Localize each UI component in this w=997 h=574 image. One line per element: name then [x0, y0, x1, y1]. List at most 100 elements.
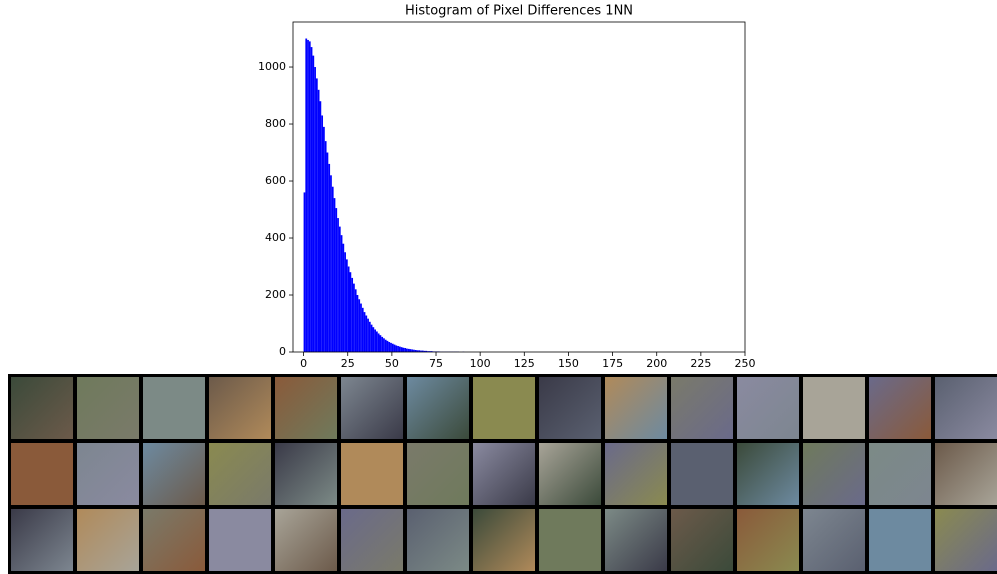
bar: [307, 39, 309, 352]
thumbnail: [341, 443, 403, 505]
x-tick-label: 225: [690, 357, 711, 370]
x-tick-label: 250: [735, 357, 756, 370]
bar: [353, 283, 355, 352]
y-tick-label: 400: [265, 231, 286, 244]
bar: [427, 351, 429, 352]
bar: [337, 218, 339, 352]
bar: [354, 289, 357, 352]
x-tick-label: 0: [300, 357, 307, 370]
thumbnail: [77, 377, 139, 439]
x-tick-label: 25: [341, 357, 355, 370]
x-tick-label: 50: [385, 357, 399, 370]
bar: [351, 277, 354, 352]
bar: [349, 272, 352, 352]
thumbnail: [671, 377, 733, 439]
bar: [397, 346, 399, 352]
bar: [315, 78, 318, 353]
bar: [330, 175, 332, 352]
bar: [400, 347, 403, 352]
bar: [407, 348, 410, 352]
y-tick-label: 1000: [258, 60, 286, 73]
thumbnail: [407, 377, 469, 439]
bar: [393, 344, 396, 352]
y-tick-label: 0: [279, 345, 286, 358]
thumbnail: [77, 443, 139, 505]
thumbnail: [671, 443, 733, 505]
thumbnail: [11, 443, 73, 505]
thumbnail: [341, 509, 403, 571]
bar: [361, 307, 364, 352]
bar: [358, 299, 361, 352]
thumbnail: [473, 509, 535, 571]
chart-title: Histogram of Pixel Differences 1NN: [405, 4, 633, 19]
bar: [340, 235, 343, 352]
thumbnail: [11, 377, 73, 439]
thumbnail: [407, 509, 469, 571]
bar: [310, 47, 313, 352]
bar: [308, 41, 311, 353]
y-tick-label: 200: [265, 288, 286, 301]
bar: [365, 315, 368, 352]
thumbnails: [11, 377, 997, 571]
bar: [374, 329, 376, 352]
thumbnail: [539, 377, 601, 439]
bar: [328, 163, 331, 352]
thumbnail: [143, 377, 205, 439]
thumbnail: [143, 443, 205, 505]
thumbnail: [341, 377, 403, 439]
bar: [303, 192, 306, 352]
thumbnail: [209, 443, 271, 505]
bar: [414, 350, 417, 352]
bar: [420, 350, 422, 352]
thumbnail: [11, 509, 73, 571]
bar: [416, 350, 419, 352]
thumbnail: [605, 443, 667, 505]
bar: [363, 312, 366, 352]
thumbnail: [737, 443, 799, 505]
bar: [411, 349, 414, 352]
bar: [383, 338, 385, 352]
thumbnail: [869, 509, 931, 571]
thumbnail: [209, 377, 271, 439]
bar: [305, 38, 308, 352]
thumbnail: [77, 509, 139, 571]
bar: [347, 266, 350, 352]
bar: [317, 89, 320, 352]
bar: [314, 67, 316, 352]
bar: [345, 259, 348, 352]
thumbnail: [605, 509, 667, 571]
bar: [430, 351, 433, 352]
bar: [402, 347, 405, 352]
bar: [428, 351, 431, 352]
bar: [326, 152, 329, 352]
bar: [344, 252, 346, 352]
thumbnail: [539, 509, 601, 571]
thumbnail: [737, 509, 799, 571]
y-tick-label: 600: [265, 174, 286, 187]
x-tick-label: 200: [646, 357, 667, 370]
thumbnail: [671, 509, 733, 571]
bar: [418, 350, 421, 352]
bar: [379, 335, 382, 352]
thumbnail: [737, 377, 799, 439]
bar: [377, 333, 380, 352]
thumbnail: [935, 443, 997, 505]
thumbnail: [143, 509, 205, 571]
thumbnail: [275, 377, 337, 439]
thumbnail: [935, 377, 997, 439]
bar: [342, 243, 345, 352]
bar: [335, 208, 338, 352]
x-tick-label: 100: [470, 357, 491, 370]
bar: [370, 324, 373, 352]
bar: [321, 115, 324, 353]
bar: [406, 348, 408, 352]
bar: [386, 340, 389, 352]
bar: [425, 350, 428, 352]
x-tick-label: 150: [558, 357, 579, 370]
thumbnail: [803, 377, 865, 439]
thumbnail: [869, 377, 931, 439]
thumbnail: [473, 377, 535, 439]
thumbnail: [803, 443, 865, 505]
thumbnail: [473, 443, 535, 505]
